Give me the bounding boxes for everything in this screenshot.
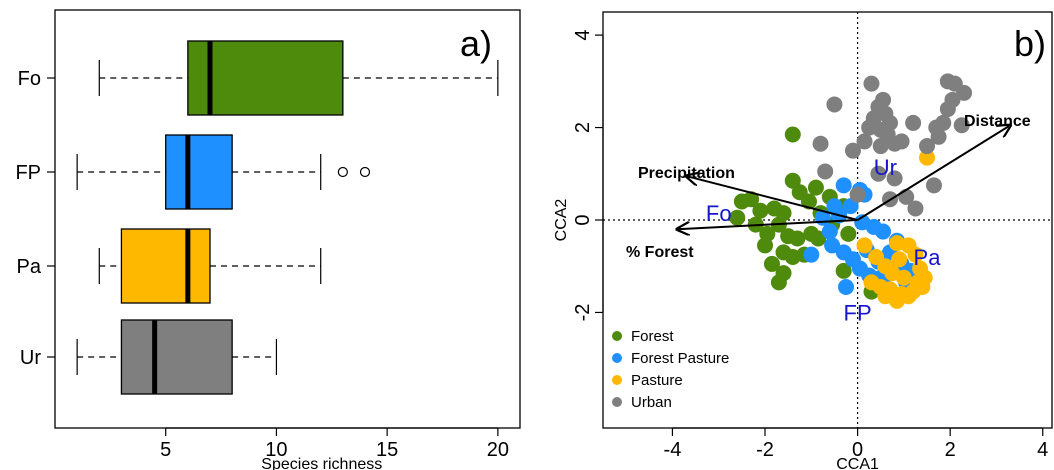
point-urban-23 <box>919 138 936 155</box>
xtick-label-b: 2 <box>945 439 956 461</box>
point-urban-13 <box>872 138 889 155</box>
point-urban-0 <box>863 75 880 92</box>
group-label-pa: Pa <box>914 245 942 270</box>
arrow-forest <box>677 219 858 229</box>
ytick-label-b: 0 <box>572 214 594 225</box>
point-forest-pasture-4 <box>842 198 859 215</box>
point-urban-26 <box>907 200 924 217</box>
xtick-label-a: 10 <box>265 439 287 461</box>
point-forest-pasture-22 <box>838 279 855 296</box>
box-ur <box>120 319 233 395</box>
point-forest-pasture-10 <box>824 237 841 254</box>
point-forest-9 <box>789 230 806 247</box>
point-forest-18 <box>784 172 801 189</box>
point-urban-24 <box>925 177 942 194</box>
group-label-fp: FP <box>844 300 872 325</box>
xtick-label-b: -2 <box>756 439 774 461</box>
point-forest-pasture-25 <box>803 246 820 263</box>
group-label-ur: Ur <box>874 155 897 180</box>
legend-marker-urban <box>612 397 622 407</box>
box-fo <box>187 40 344 116</box>
point-forest-21 <box>807 179 824 196</box>
box-pa <box>120 228 211 304</box>
ytick-label-fo: Fo <box>18 68 41 90</box>
point-forest-10 <box>757 237 774 254</box>
ytick-label-ur: Ur <box>20 347 41 369</box>
point-urban-17 <box>930 128 947 145</box>
x-axis-label-b: CCA1 <box>836 456 879 470</box>
legend-label-forest-pasture: Forest Pasture <box>631 350 729 367</box>
point-forest-2 <box>752 202 769 219</box>
point-pasture-20 <box>909 274 926 291</box>
legend-marker-pasture <box>612 375 622 385</box>
point-pasture-19 <box>868 248 885 265</box>
y-axis-label-b: CCA2 <box>553 199 570 242</box>
point-pasture-3 <box>907 246 924 263</box>
point-forest-15 <box>810 230 827 247</box>
point-forest-26 <box>840 225 857 242</box>
legend-marker-forest-pasture <box>612 353 622 363</box>
point-urban-34 <box>870 165 887 182</box>
x-axis-label-a: Species richness <box>261 456 382 470</box>
ytick-label-pa: Pa <box>17 256 42 278</box>
arrow-precipitation <box>686 176 858 221</box>
point-pasture-15 <box>863 274 880 291</box>
point-pasture-0 <box>919 149 936 166</box>
ytick-label-b: -2 <box>572 304 594 322</box>
panel-label-a: a) <box>460 23 492 64</box>
panel-label-b: b) <box>1014 23 1046 64</box>
point-urban-31 <box>849 186 866 203</box>
outlier-fp-1 <box>359 166 371 178</box>
legend-label-urban: Urban <box>631 394 672 411</box>
point-urban-29 <box>812 135 829 152</box>
legend-label-forest: Forest <box>631 328 674 345</box>
xtick-label-b: 4 <box>1037 439 1048 461</box>
point-forest-pasture-0 <box>835 177 852 194</box>
point-forest-30 <box>729 209 746 226</box>
ytick-label-b: 4 <box>572 30 594 41</box>
box-fp <box>165 134 233 210</box>
point-pasture-14 <box>895 269 912 286</box>
point-urban-16 <box>935 114 952 131</box>
point-forest-29 <box>784 126 801 143</box>
point-urban-22 <box>953 117 970 134</box>
point-urban-32 <box>939 73 956 90</box>
point-forest-pasture-7 <box>821 223 838 240</box>
legend-marker-forest <box>612 331 622 341</box>
point-urban-30 <box>817 163 834 180</box>
point-urban-21 <box>939 101 956 118</box>
point-forest-31 <box>763 255 780 272</box>
group-label-fo: Fo <box>706 201 732 226</box>
xtick-label-a: 20 <box>487 439 509 461</box>
xtick-label-b: -4 <box>664 439 682 461</box>
point-forest-17 <box>775 265 792 282</box>
point-urban-20 <box>956 84 973 101</box>
arrow-label-distance: Distance <box>964 113 1031 130</box>
ytick-label-fp: FP <box>15 162 41 184</box>
point-urban-28 <box>826 96 843 113</box>
point-urban-14 <box>905 114 922 131</box>
point-urban-10 <box>893 133 910 150</box>
point-pasture-4 <box>891 251 908 268</box>
arrow-label-precipitation: Precipitation <box>638 165 735 182</box>
point-forest-27 <box>835 262 852 279</box>
arrow-label-forest: % Forest <box>626 244 694 261</box>
point-pasture-18 <box>900 288 917 305</box>
arrow-distance <box>857 125 1011 221</box>
point-pasture-21 <box>856 237 873 254</box>
xtick-label-b: 0 <box>852 439 863 461</box>
point-forest-1 <box>743 191 760 208</box>
xtick-label-a: 15 <box>376 439 398 461</box>
point-urban-25 <box>886 170 903 187</box>
legend-label-pasture: Pasture <box>631 372 683 389</box>
point-urban-11 <box>856 133 873 150</box>
point-urban-33 <box>898 188 915 205</box>
xtick-label-a: 5 <box>160 439 171 461</box>
outlier-fp-0 <box>337 166 348 178</box>
point-urban-12 <box>844 142 861 159</box>
point-forest-pasture-9 <box>875 223 892 240</box>
ytick-label-b: 2 <box>572 122 594 133</box>
